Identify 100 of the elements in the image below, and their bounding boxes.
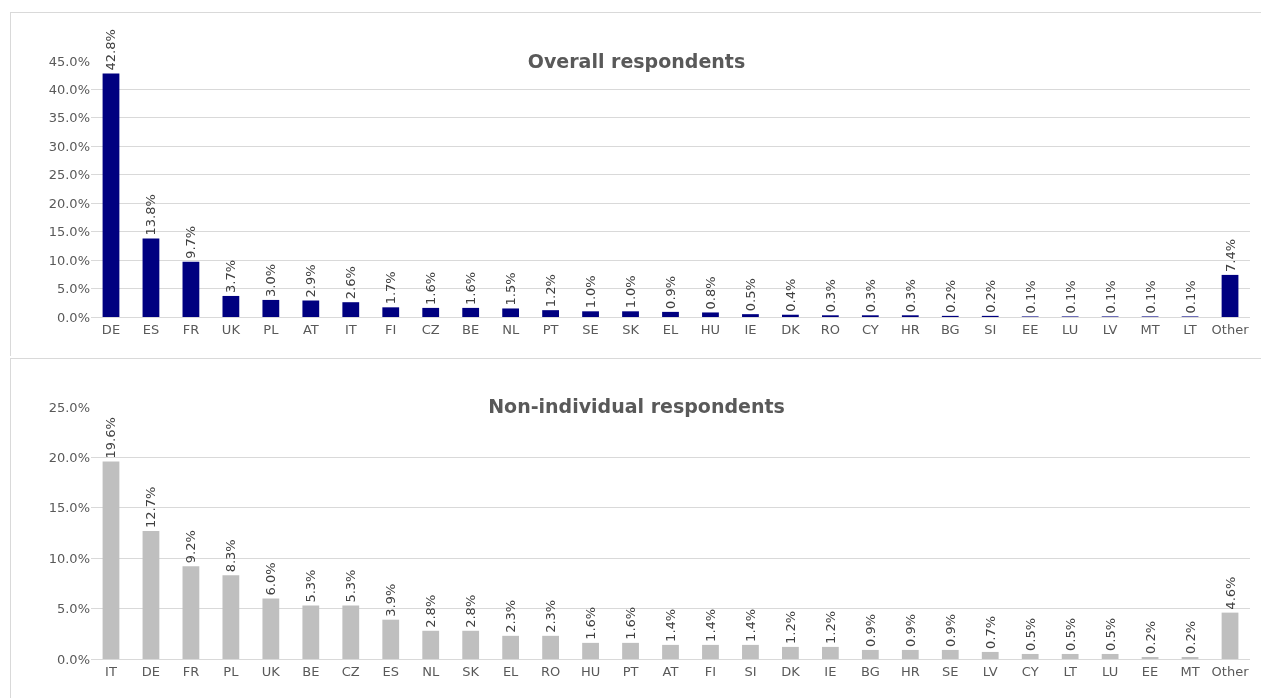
bar <box>302 605 320 659</box>
bar <box>182 566 200 659</box>
x-tick-label: FR <box>182 321 200 337</box>
x-tick-label: UK <box>261 663 281 679</box>
data-label: 0.9% <box>942 613 958 647</box>
x-tick-label: BE <box>302 663 320 679</box>
y-tick-label: 10.0% <box>48 252 90 268</box>
bar <box>542 310 559 317</box>
data-label: 0.8% <box>702 276 718 310</box>
data-label: 1.7% <box>383 271 399 305</box>
bar <box>262 299 280 317</box>
bar <box>582 642 599 659</box>
data-label: 0.3% <box>902 279 918 313</box>
bar <box>622 642 639 659</box>
data-label: 1.6% <box>623 606 639 640</box>
x-tick-label: RO <box>820 321 840 337</box>
data-label: 0.3% <box>822 279 838 313</box>
data-label: 0.5% <box>1022 617 1038 651</box>
bar <box>102 461 120 659</box>
y-tick-label: 0.0% <box>56 651 90 667</box>
bar <box>702 312 719 317</box>
x-tick-label: HU <box>700 321 721 337</box>
data-label: 9.7% <box>183 225 199 259</box>
data-label: 3.7% <box>223 259 239 293</box>
data-label: 0.2% <box>1182 620 1198 654</box>
data-label: 3.9% <box>383 583 399 617</box>
bar <box>462 307 480 317</box>
bar <box>742 644 759 659</box>
bar <box>1221 612 1239 659</box>
data-label: 2.8% <box>423 594 439 628</box>
bar <box>662 644 679 659</box>
x-tick-label: MT <box>1180 663 1200 679</box>
x-tick-label: EE <box>1021 321 1039 337</box>
data-label: 1.2% <box>543 274 559 308</box>
bar <box>1101 653 1119 659</box>
data-label: 2.6% <box>343 266 359 300</box>
x-tick-label: FI <box>704 663 717 679</box>
bar <box>861 649 879 659</box>
data-label: 19.6% <box>103 417 119 459</box>
x-tick-label: NL <box>422 663 440 679</box>
bar <box>302 300 320 317</box>
x-tick-label: ES <box>382 663 399 679</box>
bar <box>702 644 719 659</box>
bar <box>782 646 799 659</box>
y-tick-label: 20.0% <box>48 449 90 465</box>
data-label: 1.4% <box>702 608 718 642</box>
data-label: 42.8% <box>103 29 119 71</box>
x-tick-label: LT <box>1183 321 1197 337</box>
y-tick-label: 45.0% <box>48 53 90 69</box>
bar <box>821 646 839 659</box>
x-tick-label: BE <box>462 321 480 337</box>
data-label: 2.3% <box>503 599 519 633</box>
y-tick-label: 35.0% <box>48 110 90 126</box>
data-label: 5.3% <box>303 569 319 603</box>
x-tick-label: LV <box>1102 321 1118 337</box>
x-tick-label: SI <box>984 321 997 337</box>
x-tick-label: RO <box>540 663 561 679</box>
bar <box>742 314 759 317</box>
data-label: 0.7% <box>982 615 998 649</box>
data-label: 0.2% <box>942 279 958 313</box>
x-tick-label: IT <box>344 321 357 337</box>
x-tick-label: FR <box>182 663 200 679</box>
data-label: 1.5% <box>503 272 519 306</box>
data-label: 2.9% <box>303 264 319 298</box>
x-tick-label: DK <box>781 321 801 337</box>
x-tick-label: SK <box>622 321 640 337</box>
bar <box>462 630 480 659</box>
data-label: 4.6% <box>1222 576 1238 610</box>
data-label: 0.5% <box>1062 617 1078 651</box>
x-tick-label: LV <box>982 663 998 679</box>
data-label: 0.3% <box>862 279 878 313</box>
data-label: 1.6% <box>423 271 439 305</box>
x-tick-label: LT <box>1063 663 1077 679</box>
x-tick-label: PT <box>542 321 559 337</box>
bar <box>901 649 919 659</box>
x-tick-label: Other <box>1211 321 1250 337</box>
data-label: 0.1% <box>1182 280 1198 314</box>
chart-title: Non-individual respondents <box>488 395 785 418</box>
bar <box>222 575 240 659</box>
data-label: 0.2% <box>982 279 998 313</box>
x-tick-label: LU <box>1062 321 1079 337</box>
data-label: 1.4% <box>742 608 758 642</box>
bar <box>542 635 559 659</box>
x-tick-label: AT <box>302 321 319 337</box>
bar <box>502 308 520 317</box>
bar <box>981 651 999 659</box>
x-tick-label: DE <box>101 321 121 337</box>
data-label: 7.4% <box>1222 238 1238 272</box>
data-label: 0.9% <box>902 613 918 647</box>
bar <box>142 238 160 317</box>
data-label: 2.3% <box>543 599 559 633</box>
x-tick-label: PL <box>263 321 280 337</box>
data-label: 6.0% <box>263 562 279 596</box>
y-tick-label: 15.0% <box>48 224 90 240</box>
y-tick-label: 0.0% <box>56 309 90 325</box>
x-tick-label: PT <box>622 663 639 679</box>
y-tick-label: 5.0% <box>56 281 90 297</box>
data-label: 1.0% <box>583 275 599 309</box>
y-tick-label: 25.0% <box>48 167 90 183</box>
y-tick-label: 25.0% <box>48 399 90 415</box>
